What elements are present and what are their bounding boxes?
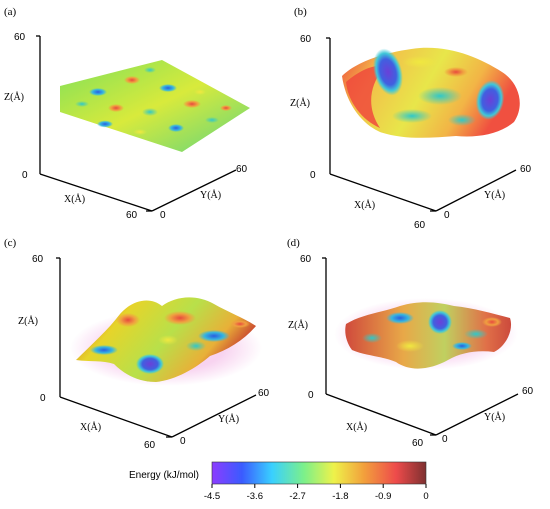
- panel-c: (c) 60 0 Z(Å) X(Å) 60 0 Y(Å) 60: [4, 237, 270, 451]
- y-axis: [435, 393, 519, 436]
- origin-tick-label: 0: [310, 170, 316, 181]
- x-tick-label: 60: [412, 438, 424, 449]
- z-tick-label: 60: [14, 32, 26, 43]
- y-axis: [151, 169, 237, 212]
- z-tick-label: 60: [300, 254, 312, 265]
- energy-surface: [60, 60, 250, 152]
- y-tick-label: 60: [258, 388, 270, 399]
- y-zero-tick-label: 0: [442, 434, 448, 445]
- colorbar-tick-label: -4.5: [204, 491, 220, 502]
- origin-tick-label: 0: [22, 170, 28, 181]
- y-axis-label: Y(Å): [200, 189, 221, 201]
- colorbar-tick-label: -3.6: [247, 491, 263, 502]
- y-axis-label: Y(Å): [218, 413, 239, 425]
- colorbar-title: Energy (kJ/mol): [129, 470, 199, 481]
- z-axis-label: Z(Å): [18, 315, 38, 327]
- x-axis-label: X(Å): [64, 193, 85, 205]
- origin-tick-label: 0: [308, 390, 314, 401]
- x-axis: [329, 173, 437, 212]
- panel-b: (b) 60 0 Z(Å) X(Å) 60 0 Y(Å) 60: [290, 6, 532, 231]
- x-axis: [325, 393, 437, 436]
- panel-label: (a): [4, 6, 17, 18]
- x-tick-label: 60: [414, 220, 426, 231]
- x-axis-label: X(Å): [346, 421, 367, 433]
- y-axis-label: Y(Å): [484, 189, 505, 201]
- colorbar-tick-label: -0.9: [375, 491, 391, 502]
- x-axis: [59, 396, 173, 438]
- y-axis-label: Y(Å): [484, 411, 505, 423]
- colorbar-tick-label: -2.7: [289, 491, 305, 502]
- colorbar-tick-label: -1.8: [332, 491, 348, 502]
- z-axis-label: Z(Å): [4, 91, 24, 103]
- panel-a: (a) 60 0 Z(Å) X(Å) 60 0 Y(Å) 60: [4, 6, 250, 221]
- z-tick-label: 60: [32, 254, 44, 265]
- x-axis: [39, 173, 153, 212]
- energy-surface: [70, 297, 262, 386]
- y-tick-label: 60: [236, 164, 248, 175]
- energy-surface: [342, 47, 520, 138]
- panel-d: (d) 60 0 Z(Å) X(Å) 60 0 Y(Å) 60: [287, 237, 534, 449]
- colorbar-ticks: -4.5 -3.6 -2.7 -1.8 -0.9 0: [204, 484, 429, 502]
- y-axis: [435, 169, 517, 212]
- energy-surface: [334, 298, 518, 370]
- z-tick-label: 60: [300, 34, 312, 45]
- colorbar-gradient: [211, 461, 427, 485]
- colorbar: Energy (kJ/mol) -4.5 -3.6 -2.7 -1.8 -0.9 0: [129, 461, 429, 502]
- y-zero-tick-label: 0: [444, 210, 450, 221]
- y-axis: [171, 394, 257, 438]
- x-axis-label: X(Å): [80, 421, 101, 433]
- y-zero-tick-label: 0: [180, 436, 186, 447]
- x-tick-label: 60: [126, 210, 138, 221]
- origin-tick-label: 0: [40, 393, 46, 404]
- z-axis-label: Z(Å): [288, 319, 308, 331]
- panel-label: (d): [287, 237, 300, 249]
- y-tick-label: 60: [522, 386, 534, 397]
- panel-label: (b): [294, 6, 307, 18]
- panel-label: (c): [4, 237, 17, 249]
- y-zero-tick-label: 0: [160, 210, 166, 221]
- x-axis-label: X(Å): [354, 199, 375, 211]
- colorbar-tick-label: 0: [423, 491, 428, 502]
- y-tick-label: 60: [520, 164, 532, 175]
- x-tick-label: 60: [144, 440, 156, 451]
- z-axis-label: Z(Å): [290, 97, 310, 109]
